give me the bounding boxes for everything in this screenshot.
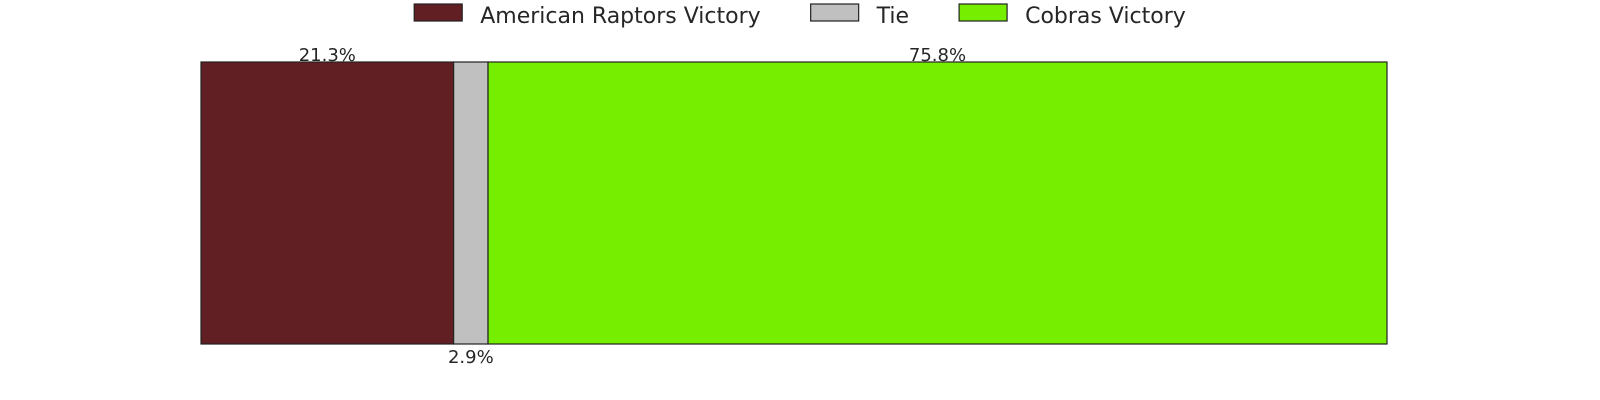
legend-item-cobras-victory: Cobras Victory	[958, 3, 1186, 29]
data-label-cobras-victory: 75.8%	[909, 45, 966, 66]
percent-labels: 21.3% 2.9% 75.8%	[299, 45, 966, 368]
legend-label-american-raptors-victory: American Raptors Victory	[480, 4, 760, 29]
legend-swatch-tie	[810, 3, 860, 22]
legend-item-american-raptors-victory: American Raptors Victory	[413, 3, 761, 29]
legend-swatch-american-raptors-victory	[413, 3, 463, 22]
legend-label-tie: Tie	[876, 4, 909, 29]
chart-legend: American Raptors Victory Tie Cobras Victor…	[413, 3, 1186, 29]
legend-swatch-cobras-victory	[958, 3, 1008, 22]
data-label-tie: 2.9%	[448, 347, 494, 368]
bar-segment-american-raptors-victory	[200, 61, 455, 345]
stacked-bar	[200, 61, 1388, 345]
legend-item-tie: Tie	[810, 3, 909, 29]
data-label-american-raptors-victory: 21.3%	[299, 45, 356, 66]
bar-segment-tie	[453, 61, 489, 345]
bar-segment-cobras-victory	[487, 61, 1388, 345]
legend-label-cobras-victory: Cobras Victory	[1025, 4, 1186, 29]
